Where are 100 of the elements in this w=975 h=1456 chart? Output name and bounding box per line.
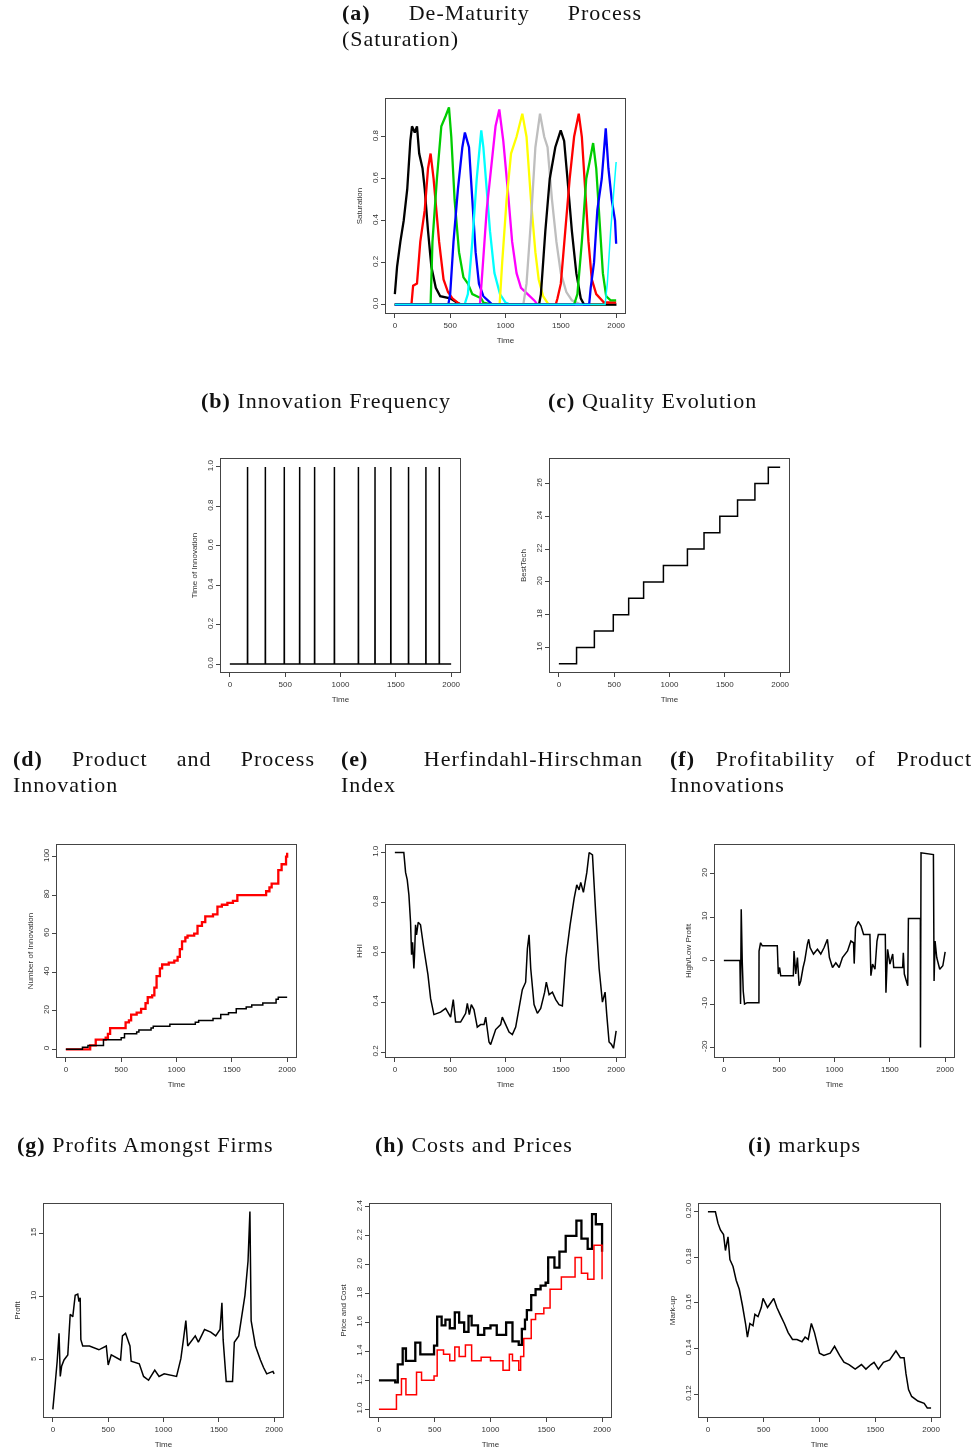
x-tick-label: 1500 [551,1064,571,1074]
y-tick-label: 0.20 [683,1202,693,1219]
y-tick-label: 26 [534,477,544,487]
x-tick-label: 500 [772,1064,787,1074]
y-axis-title: High/Low Profit [684,923,694,979]
y-tick-label: 1.0 [205,459,215,472]
x-tick-label: 1000 [496,320,515,330]
y-tick-label: 20 [699,867,709,877]
x-tick-label: 2000 [593,1424,612,1434]
y-tick-label: 0.4 [205,577,215,590]
chart-title: (c) Quality Evolution [548,388,758,413]
x-tick-label: 0 [227,679,233,689]
chart-title: (g) Profits Amongst Firms [17,1132,274,1157]
y-tick-label: 2.0 [354,1257,364,1270]
x-tick-label: 500 [428,1424,442,1434]
y-tick-label: 0.4 [370,213,380,226]
y-tick-label: 10 [699,910,709,921]
y-tick-label: 0.18 [683,1247,693,1264]
y-tick-label: 1.0 [354,1401,364,1414]
x-axis-title: Time [496,335,515,345]
x-axis-title: Time [810,1439,829,1449]
y-tick-label: 15 [28,1226,38,1237]
x-tick-label: 1000 [481,1424,500,1434]
x-tick-label: 2000 [442,679,461,689]
y-tick-label: 16 [534,641,544,651]
x-tick-label: 1000 [810,1424,829,1434]
y-tick-label: 0.0 [370,297,380,309]
x-tick-label: 1500 [880,1064,900,1074]
x-tick-label: 500 [443,320,458,330]
y-axis-title: Price and Cost [339,1283,349,1337]
y-axis-title: BestTech [519,549,529,582]
x-tick-label: 1500 [551,320,571,330]
y-tick-label: 0.8 [370,895,380,907]
x-tick-label: 1500 [386,679,406,689]
x-tick-label: 1000 [167,1064,186,1074]
x-tick-label: 500 [607,679,622,689]
chart-title: (a) De-Maturity Process (Saturation) [342,0,642,51]
chart-title: (h) Costs and Prices [375,1132,573,1157]
x-tick-label: 1500 [866,1424,885,1434]
x-tick-label: 500 [114,1064,129,1074]
y-tick-label: 10 [28,1290,38,1300]
x-tick-label: 2000 [936,1064,955,1074]
y-tick-label: 20 [534,575,544,586]
y-tick-label: 22 [534,542,544,553]
x-axis-title: Time [331,694,350,704]
y-tick-label: 0.0 [205,656,215,669]
y-tick-label: 60 [41,927,51,937]
y-tick-label: 2.4 [354,1199,364,1212]
x-axis-title: Time [481,1439,500,1449]
y-axis-title: Mark-up [668,1295,678,1326]
x-tick-label: 1000 [154,1424,173,1434]
y-tick-label: 0.8 [370,129,380,142]
y-tick-label: 0 [41,1045,51,1051]
y-tick-label: 0.6 [205,538,215,551]
x-tick-label: 500 [443,1064,458,1074]
x-axis-title: Time [496,1079,515,1089]
x-axis-title: Time [660,694,679,704]
chart-title: (d) Product and Process Innovation [13,746,315,797]
y-axis-title: Saturation [355,187,365,225]
y-tick-label: 18 [534,608,544,618]
y-axis-title: Profit [13,1300,23,1320]
x-tick-label: 1000 [825,1064,844,1074]
x-tick-label: 1500 [537,1424,556,1434]
y-tick-label: 40 [41,966,51,976]
y-axis-title: Time of Innovation [190,532,200,599]
y-tick-label: 0.2 [370,1044,380,1057]
y-tick-label: 24 [534,510,544,520]
x-tick-label: 500 [757,1424,771,1434]
y-tick-label: 0.6 [370,944,380,957]
x-tick-label: 2000 [607,320,626,330]
x-tick-label: 2000 [278,1064,297,1074]
y-tick-label: 1.6 [354,1315,364,1327]
x-tick-label: 2000 [265,1424,284,1434]
y-tick-label: 0.12 [683,1384,693,1401]
y-tick-label: 80 [41,888,51,899]
y-tick-label: 1.2 [354,1372,364,1385]
y-tick-label: 0.8 [205,499,215,511]
y-tick-label: 1.4 [354,1344,364,1356]
y-tick-label: 0 [699,956,709,962]
x-tick-label: 0 [392,320,398,330]
x-axis-title: Time [154,1439,173,1449]
y-tick-label: 0.2 [205,617,215,630]
x-tick-label: 1000 [660,679,679,689]
x-axis-title: Time [167,1079,186,1089]
y-tick-label: 0.16 [683,1293,693,1310]
y-tick-label: 0.6 [370,171,380,184]
y-axis-title: Number of Innovation [26,912,36,990]
chart-title: (i) markups [748,1132,862,1157]
y-tick-label: 1.0 [370,845,380,857]
x-tick-label: 0 [63,1064,69,1074]
x-tick-label: 2000 [922,1424,941,1434]
chart-title: (b) Innovation Frequency [201,388,452,413]
y-tick-label: 20 [41,1004,51,1014]
y-tick-label: 1.8 [354,1286,364,1298]
x-tick-label: 1500 [222,1064,242,1074]
x-tick-label: 1000 [496,1064,515,1074]
chart-title: (e) Herfindahl-Hirschman Index [341,746,643,797]
chart-title: (f) Profitability of Product Innovations [670,746,972,797]
y-tick-label: 100 [41,848,51,863]
x-axis-title: Time [825,1079,844,1089]
